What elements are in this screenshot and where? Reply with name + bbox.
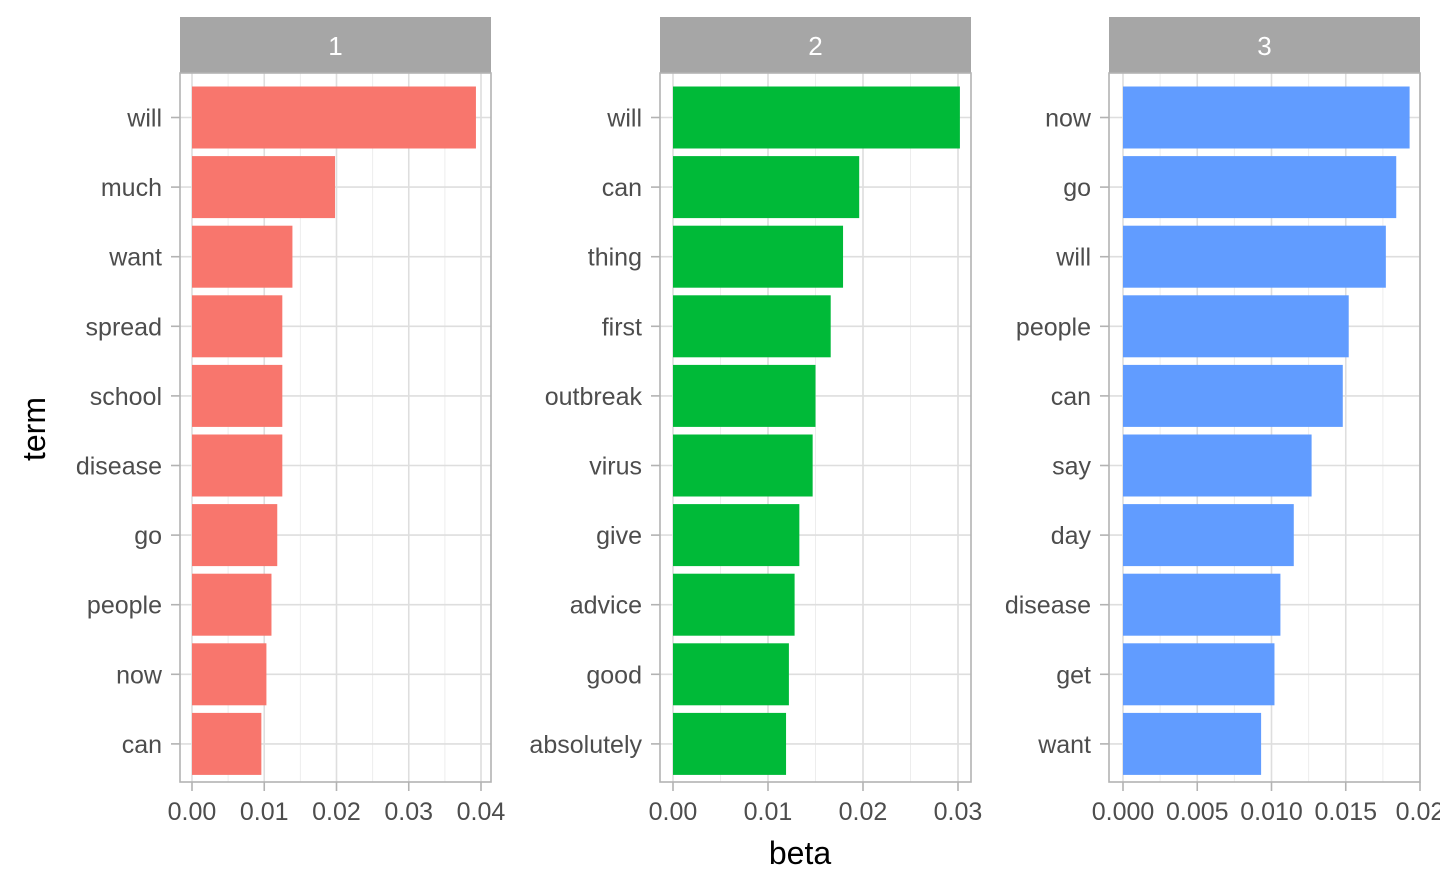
x-tick-label: 0.02 [312, 798, 361, 826]
y-tick-label: can [602, 174, 642, 202]
y-tick-label: get [1056, 661, 1091, 689]
y-tick-label: spread [86, 313, 162, 341]
bar-people [1123, 295, 1349, 358]
bar-people [192, 573, 272, 636]
bar-good [673, 643, 789, 706]
bar-can [673, 156, 860, 219]
bar-disease [192, 434, 283, 497]
x-tick-label: 0.015 [1314, 798, 1377, 826]
bar-get [1123, 643, 1275, 706]
x-tick-label: 0.02 [1396, 798, 1440, 826]
y-tick-label: will [1055, 244, 1091, 272]
bar-can [1123, 364, 1343, 427]
bar-absolutely [673, 712, 787, 775]
bar-school [192, 364, 283, 427]
x-tick-label: 0.00 [168, 798, 217, 826]
y-tick-label: want [1037, 731, 1091, 759]
y-tick-label: school [90, 383, 162, 411]
y-tick-label: want [108, 244, 162, 272]
bar-advice [673, 573, 795, 636]
x-tick-label: 0.00 [649, 798, 698, 826]
x-axis-title: beta [769, 835, 831, 871]
bar-day [1123, 504, 1294, 567]
bar-virus [673, 434, 813, 497]
y-tick-label: first [602, 313, 642, 341]
bar-go [192, 504, 278, 567]
bar-spread [192, 295, 283, 358]
y-tick-label: can [122, 731, 162, 759]
bar-outbreak [673, 364, 816, 427]
x-tick-label: 0.01 [240, 798, 289, 826]
y-tick-label: now [116, 661, 163, 689]
y-tick-label: outbreak [545, 383, 643, 411]
panel-border [179, 72, 492, 783]
y-tick-label: give [596, 522, 642, 550]
x-tick-label: 0.02 [839, 798, 888, 826]
y-tick-label: much [101, 174, 162, 202]
bar-thing [673, 225, 844, 288]
y-tick-label: thing [588, 244, 642, 272]
y-tick-label: now [1045, 105, 1092, 133]
x-tick-label: 0.04 [457, 798, 506, 826]
x-tick-label: 0.010 [1240, 798, 1303, 826]
y-tick-label: disease [1005, 592, 1091, 620]
bar-go [1123, 156, 1397, 219]
facet-strip-label: 3 [1257, 31, 1271, 61]
panel-border [659, 72, 972, 783]
y-tick-label: people [87, 592, 162, 620]
y-tick-label: absolutely [529, 731, 642, 759]
y-tick-label: go [1063, 174, 1091, 202]
bar-disease [1123, 573, 1281, 636]
x-tick-label: 0.000 [1092, 798, 1155, 826]
bar-now [1123, 86, 1410, 149]
panel-border [1108, 72, 1421, 783]
facet-strip-label: 2 [808, 31, 822, 61]
bar-much [192, 156, 336, 219]
y-tick-label: say [1052, 453, 1091, 481]
bar-want [1123, 712, 1262, 775]
y-tick-label: good [586, 661, 642, 689]
y-tick-label: virus [589, 453, 642, 481]
facet-strip-label: 1 [328, 31, 342, 61]
bar-say [1123, 434, 1312, 497]
y-tick-label: people [1016, 313, 1091, 341]
bar-will [673, 86, 960, 149]
bar-can [192, 712, 262, 775]
y-tick-label: disease [76, 453, 162, 481]
y-tick-label: will [606, 105, 642, 133]
y-tick-label: will [126, 105, 162, 133]
x-tick-label: 0.01 [744, 798, 793, 826]
y-tick-label: day [1051, 522, 1092, 550]
bar-first [673, 295, 831, 358]
x-tick-label: 0.03 [934, 798, 983, 826]
bar-now [192, 643, 267, 706]
y-tick-label: can [1051, 383, 1091, 411]
y-axis-title: term [16, 397, 52, 461]
x-tick-label: 0.03 [384, 798, 433, 826]
y-tick-label: advice [570, 592, 642, 620]
bar-will [1123, 225, 1386, 288]
bar-will [192, 86, 476, 149]
bar-give [673, 504, 800, 567]
facet-strip-2 [660, 17, 971, 73]
bar-want [192, 225, 293, 288]
y-tick-label: go [134, 522, 162, 550]
facet-strip-3 [1109, 17, 1420, 73]
x-tick-label: 0.005 [1166, 798, 1229, 826]
facet-strip-1 [180, 17, 491, 73]
